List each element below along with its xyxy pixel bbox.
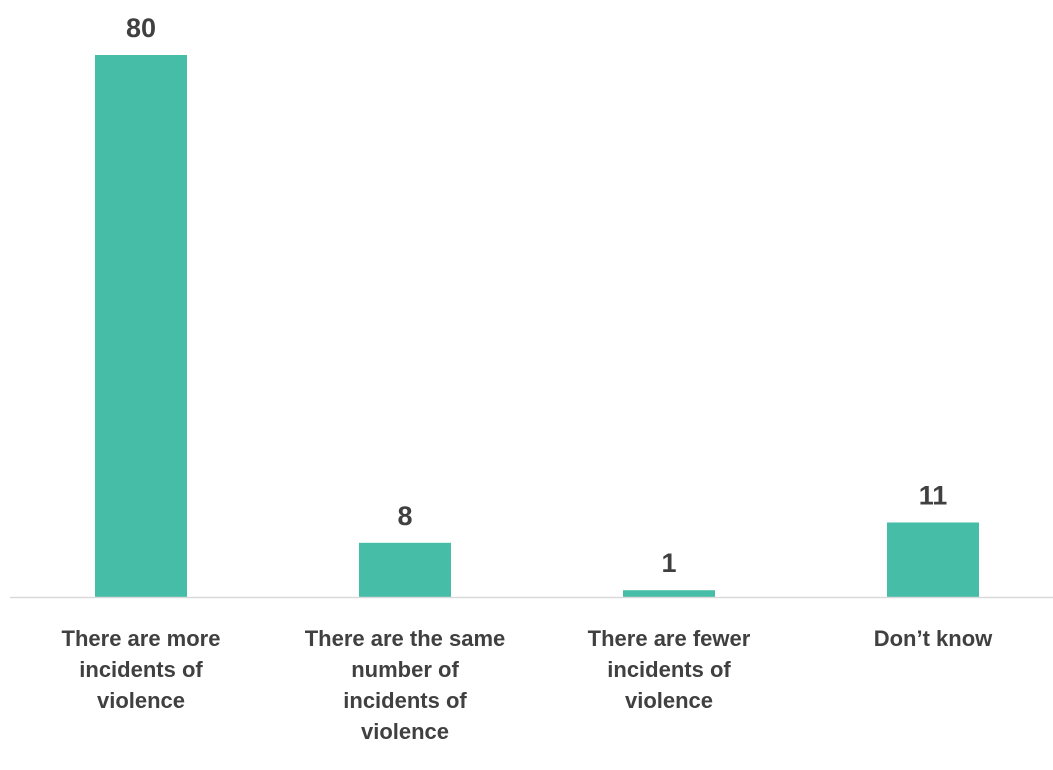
bars-group	[95, 55, 979, 597]
category-label-line: number of	[351, 657, 459, 682]
category-label-line: There are the same	[305, 626, 506, 651]
category-label-line: violence	[97, 688, 185, 713]
category-label-line: incidents of	[79, 657, 203, 682]
data-label-3: 1	[661, 548, 676, 578]
bar-1	[95, 55, 187, 597]
bar-3	[623, 590, 715, 597]
category-label-line: incidents of	[343, 688, 467, 713]
category-label-line: incidents of	[607, 657, 731, 682]
category-label-line: There are more	[62, 626, 221, 651]
category-labels-group: There are more incidents of violenceThere …	[62, 626, 994, 744]
category-label-line: violence	[361, 719, 449, 744]
category-label-line: violence	[625, 688, 713, 713]
bar-4	[887, 522, 979, 597]
bar-2	[359, 542, 451, 597]
category-label-2: There are the same number of incidents of v…	[305, 626, 506, 744]
category-label-1: There are more incidents of violence	[62, 626, 221, 713]
category-label-line: Don’t know	[874, 626, 993, 651]
data-label-1: 80	[126, 13, 156, 43]
category-label-4: Don’t know	[874, 626, 993, 651]
data-label-4: 11	[919, 480, 948, 510]
category-label-line: There are fewer	[588, 626, 751, 651]
data-label-2: 8	[397, 501, 412, 531]
category-label-3: There are fewer incidents of violence	[588, 626, 751, 713]
